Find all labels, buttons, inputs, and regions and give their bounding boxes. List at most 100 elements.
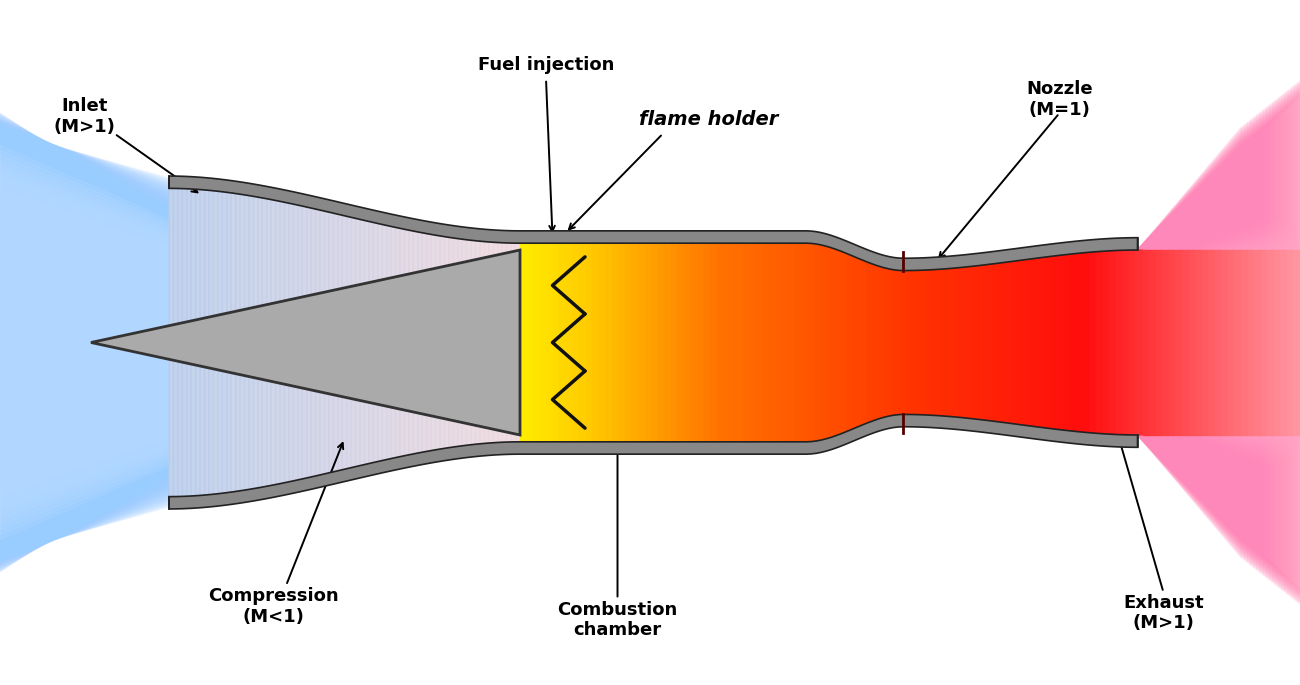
Polygon shape bbox=[1195, 250, 1201, 435]
Polygon shape bbox=[356, 392, 360, 466]
Polygon shape bbox=[516, 243, 520, 251]
Polygon shape bbox=[369, 221, 373, 290]
Polygon shape bbox=[632, 243, 638, 442]
Polygon shape bbox=[311, 208, 316, 305]
Polygon shape bbox=[992, 263, 998, 422]
Polygon shape bbox=[511, 243, 516, 252]
Polygon shape bbox=[1169, 250, 1175, 435]
Polygon shape bbox=[0, 170, 169, 515]
Polygon shape bbox=[927, 270, 933, 415]
Polygon shape bbox=[222, 192, 226, 328]
Polygon shape bbox=[307, 379, 311, 478]
Polygon shape bbox=[187, 347, 191, 496]
Polygon shape bbox=[316, 209, 320, 304]
Polygon shape bbox=[1175, 250, 1182, 435]
Polygon shape bbox=[169, 342, 173, 497]
Polygon shape bbox=[1097, 251, 1104, 434]
Polygon shape bbox=[0, 108, 169, 577]
Polygon shape bbox=[1005, 262, 1011, 423]
Polygon shape bbox=[546, 243, 552, 442]
Polygon shape bbox=[0, 175, 169, 510]
Polygon shape bbox=[266, 199, 272, 316]
Polygon shape bbox=[231, 359, 235, 492]
Polygon shape bbox=[1138, 206, 1300, 480]
Polygon shape bbox=[231, 193, 235, 326]
Polygon shape bbox=[1138, 112, 1260, 573]
Polygon shape bbox=[742, 243, 749, 442]
Polygon shape bbox=[413, 407, 417, 454]
Polygon shape bbox=[920, 270, 927, 415]
Polygon shape bbox=[298, 377, 303, 480]
Polygon shape bbox=[815, 244, 822, 441]
Polygon shape bbox=[1037, 257, 1044, 428]
Polygon shape bbox=[338, 214, 342, 298]
Polygon shape bbox=[187, 189, 191, 338]
Polygon shape bbox=[294, 204, 298, 310]
Polygon shape bbox=[1011, 260, 1018, 425]
Polygon shape bbox=[1138, 241, 1300, 444]
Polygon shape bbox=[0, 112, 169, 573]
Polygon shape bbox=[325, 211, 329, 301]
Polygon shape bbox=[1261, 250, 1268, 435]
Polygon shape bbox=[1138, 65, 1300, 620]
Polygon shape bbox=[196, 189, 200, 336]
Polygon shape bbox=[763, 243, 770, 442]
Polygon shape bbox=[417, 232, 422, 277]
Polygon shape bbox=[218, 191, 222, 329]
Polygon shape bbox=[250, 364, 254, 489]
Polygon shape bbox=[0, 84, 169, 601]
Polygon shape bbox=[1138, 87, 1291, 598]
Polygon shape bbox=[436, 235, 439, 272]
Polygon shape bbox=[182, 188, 187, 339]
Polygon shape bbox=[467, 240, 471, 264]
Polygon shape bbox=[0, 165, 169, 520]
Polygon shape bbox=[244, 195, 250, 323]
Polygon shape bbox=[776, 243, 783, 442]
Polygon shape bbox=[1268, 250, 1274, 435]
Polygon shape bbox=[169, 176, 1138, 271]
Polygon shape bbox=[645, 243, 651, 442]
Polygon shape bbox=[953, 268, 959, 417]
Polygon shape bbox=[1138, 236, 1300, 449]
Polygon shape bbox=[280, 201, 285, 313]
Polygon shape bbox=[285, 373, 289, 483]
Polygon shape bbox=[204, 352, 209, 495]
Polygon shape bbox=[502, 242, 507, 255]
Polygon shape bbox=[0, 190, 169, 495]
Polygon shape bbox=[599, 243, 606, 442]
Polygon shape bbox=[272, 369, 276, 486]
Polygon shape bbox=[493, 428, 498, 443]
Polygon shape bbox=[1280, 250, 1287, 435]
Polygon shape bbox=[485, 425, 489, 443]
Polygon shape bbox=[684, 243, 690, 442]
Polygon shape bbox=[329, 385, 333, 473]
Polygon shape bbox=[861, 260, 867, 425]
Polygon shape bbox=[369, 395, 373, 464]
Polygon shape bbox=[404, 405, 410, 456]
Polygon shape bbox=[0, 114, 169, 571]
Polygon shape bbox=[378, 223, 382, 288]
Polygon shape bbox=[783, 243, 789, 442]
Polygon shape bbox=[1254, 250, 1261, 435]
Polygon shape bbox=[422, 409, 426, 452]
Polygon shape bbox=[382, 399, 386, 460]
Polygon shape bbox=[0, 101, 169, 584]
Polygon shape bbox=[789, 243, 796, 442]
Polygon shape bbox=[854, 257, 861, 428]
Polygon shape bbox=[651, 243, 658, 442]
Polygon shape bbox=[498, 429, 502, 443]
Polygon shape bbox=[347, 389, 351, 469]
Polygon shape bbox=[998, 262, 1005, 423]
Polygon shape bbox=[0, 155, 169, 530]
Polygon shape bbox=[0, 97, 169, 588]
Polygon shape bbox=[254, 364, 257, 488]
Polygon shape bbox=[364, 394, 369, 464]
Polygon shape bbox=[0, 204, 169, 481]
Polygon shape bbox=[619, 243, 625, 442]
Polygon shape bbox=[0, 99, 169, 586]
Polygon shape bbox=[0, 118, 169, 567]
Polygon shape bbox=[979, 265, 985, 420]
Polygon shape bbox=[1104, 251, 1110, 434]
Polygon shape bbox=[1138, 75, 1300, 610]
Polygon shape bbox=[1138, 208, 1300, 477]
